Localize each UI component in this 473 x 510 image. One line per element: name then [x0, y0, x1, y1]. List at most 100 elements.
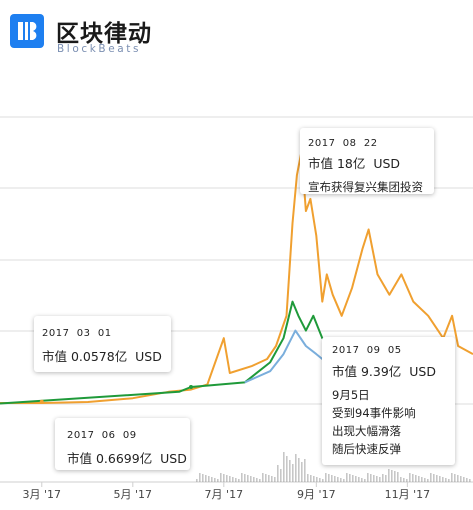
annotation-value: 市值 9.39亿 USD [332, 364, 436, 379]
volume-bar [322, 479, 324, 482]
volume-bar [244, 474, 246, 482]
volume-bar [343, 479, 345, 482]
volume-bar [286, 456, 288, 482]
volume-bar [445, 478, 447, 482]
volume-bar [208, 476, 210, 482]
volume-bar [268, 475, 270, 482]
volume-bar [391, 470, 393, 482]
volume-bar [265, 474, 267, 482]
volume-bar [439, 476, 441, 482]
volume-bar [412, 474, 414, 482]
volume-bar [205, 475, 207, 482]
volume-bar [292, 464, 294, 482]
volume-bar [229, 476, 231, 482]
annotation-note: 宣布获得复兴集团投资 [308, 180, 423, 194]
volume-bar [454, 474, 456, 482]
volume-bar [247, 475, 249, 482]
volume-bar [280, 469, 282, 482]
volume-bar [367, 473, 369, 482]
volume-bar [337, 477, 339, 482]
volume-bar [226, 475, 228, 482]
volume-bar [196, 479, 198, 482]
volume-bar [349, 474, 351, 482]
volume-bar [379, 477, 381, 482]
volume-bar [361, 478, 363, 482]
annotation-jun09: 2017 06 09 市值 0.6699亿 USD [55, 418, 190, 470]
x-axis-ticks: 3月 '17 5月 '17 7月 '17 9月 '17 11月 '17 [23, 482, 431, 501]
volume-bar [469, 479, 471, 482]
volume-bar [295, 454, 297, 482]
annotation-value: 市值 18亿 USD [308, 156, 401, 171]
annotation-date: 2017 09 05 [332, 345, 402, 356]
volume-bar [256, 478, 258, 482]
volume-bar [271, 476, 273, 482]
annotation-note: 9月5日 [332, 388, 370, 402]
volume-bar [325, 473, 327, 482]
volume-bar [397, 472, 399, 482]
volume-bar [283, 452, 285, 482]
volume-bar [277, 465, 279, 482]
volume-bar [310, 475, 312, 482]
volume-bar [319, 478, 321, 482]
volume-bar [202, 474, 204, 482]
volume-bar [334, 476, 336, 482]
volume-bar [238, 479, 240, 482]
annotation-value: 市值 0.6699亿 USD [67, 451, 187, 466]
volume-bar [358, 477, 360, 482]
volume-bar [211, 477, 213, 482]
volume-bar [448, 479, 450, 482]
volume-bar [331, 475, 333, 482]
volume-bar [307, 474, 309, 482]
annotation-date: 2017 08 22 [308, 138, 378, 149]
volume-bar [388, 469, 390, 482]
annotation-value: 市值 0.0578亿 USD [42, 349, 162, 364]
volume-bar [427, 479, 429, 482]
x-tick-label: 7月 '17 [205, 488, 244, 501]
annotation-date: 2017 03 01 [42, 328, 112, 339]
volume-bar [400, 477, 402, 482]
volume-bar [409, 473, 411, 482]
volume-bar [274, 477, 276, 482]
volume-bar [451, 473, 453, 482]
brand-name: 区块律动 [56, 21, 152, 47]
series-line-blue [244, 329, 334, 384]
volume-bar [403, 478, 405, 482]
volume-bar [421, 477, 423, 482]
annotation-marker [188, 385, 193, 390]
volume-bar [253, 477, 255, 482]
volume-bar [460, 476, 462, 482]
annotation-date: 2017 06 09 [67, 430, 137, 441]
volume-bar [385, 475, 387, 482]
volume-bars [196, 452, 471, 482]
volume-bar [370, 474, 372, 482]
volume-bar [220, 473, 222, 482]
volume-bar [250, 476, 252, 482]
volume-bar [241, 473, 243, 482]
volume-bar [223, 474, 225, 482]
volume-bar [406, 479, 408, 482]
x-tick-label: 11月 '17 [385, 488, 431, 501]
x-tick-label: 9月 '17 [297, 488, 336, 501]
annotation-note: 随后快速反弹 [332, 442, 401, 456]
volume-bar [442, 477, 444, 482]
annotation-marker [39, 399, 44, 404]
volume-bar [436, 475, 438, 482]
volume-bar [235, 478, 237, 482]
volume-bar [382, 474, 384, 482]
annotation-aug22: 2017 08 22 市值 18亿 USD 宣布获得复兴集团投资 [300, 128, 434, 194]
volume-bar [262, 473, 264, 482]
volume-bar [424, 478, 426, 482]
annotation-note: 出现大幅滑落 [332, 424, 401, 438]
volume-bar [352, 475, 354, 482]
volume-bar [328, 474, 330, 482]
volume-bar [214, 478, 216, 482]
series-line-green [0, 300, 334, 405]
volume-bar [457, 475, 459, 482]
volume-bar [418, 476, 420, 482]
volume-bar [298, 458, 300, 482]
volume-bar [466, 478, 468, 482]
volume-bar [355, 476, 357, 482]
volume-bar [463, 477, 465, 482]
x-tick-label: 3月 '17 [23, 488, 62, 501]
series-lines [0, 151, 473, 405]
